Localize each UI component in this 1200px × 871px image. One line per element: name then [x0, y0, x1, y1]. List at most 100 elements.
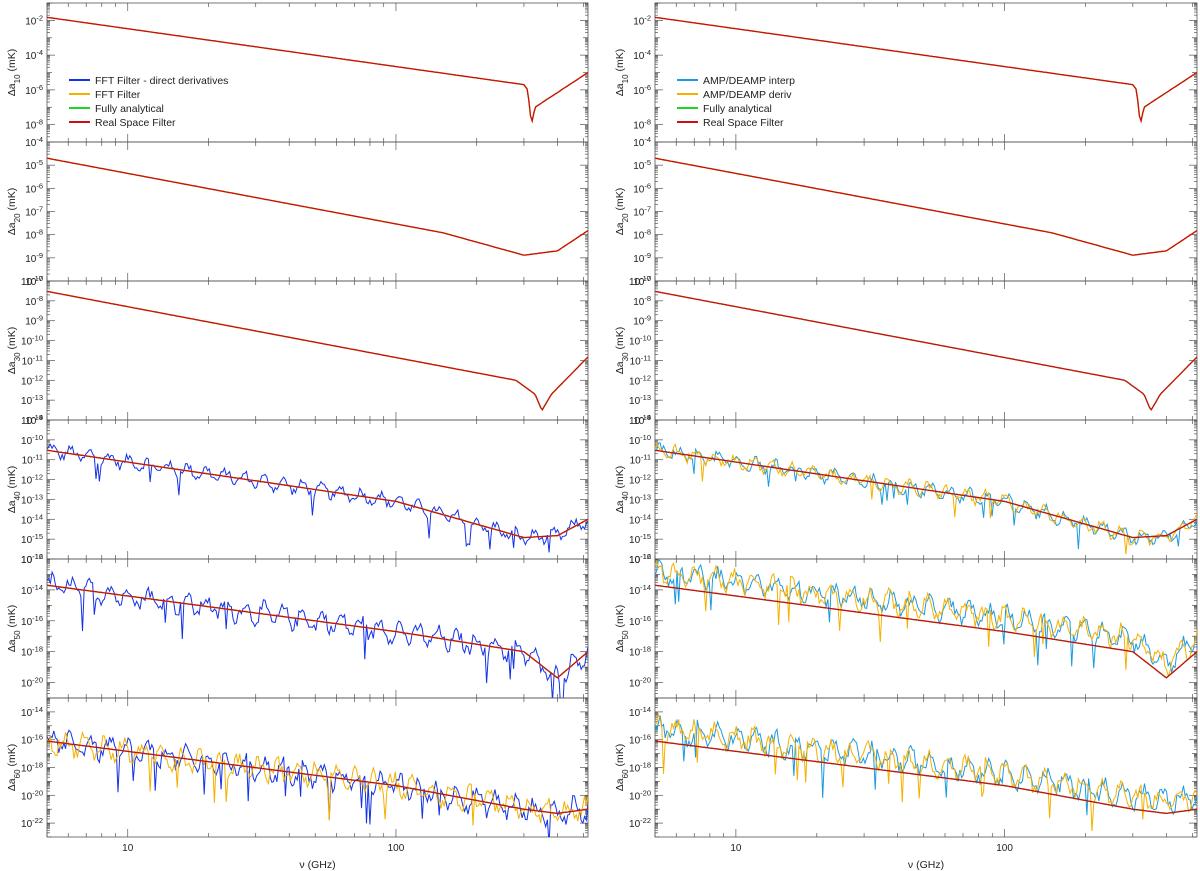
series-group [655, 16, 1197, 124]
y-tick-label: 10-13 [629, 492, 651, 507]
y-tick-label: 10-18 [629, 644, 651, 659]
y-tick-label: 10-16 [629, 613, 651, 628]
y-tick-label: 10-11 [630, 353, 651, 368]
y-tick-label: 10-8 [25, 293, 43, 308]
x-tick-label: 10 [730, 843, 742, 854]
legend-label: AMP/DEAMP deriv [703, 89, 792, 101]
series-line-analytical [47, 584, 588, 679]
y-tick-label: 10-9 [25, 413, 43, 428]
series-line-real_space [655, 290, 1197, 411]
legend-label: FFT Filter - direct derivatives [95, 75, 228, 87]
y-tick-label: 10-4 [633, 135, 651, 150]
panel-left-5: 10-20 10-18 10-16 10-14 10-12 Δa50 (mK) [6, 552, 589, 699]
series-line-fft [47, 290, 588, 411]
y-tick-label: 10-16 [21, 732, 43, 747]
y-tick-label: 10-14 [21, 704, 43, 719]
panel-right-4: 10-16 10-15 10-14 10-13 10-12 10-11 10-10 10-9 Δ… [614, 413, 1198, 566]
panel-frame [654, 141, 1198, 282]
y-tick-label: 10-9 [633, 413, 651, 428]
series-group [655, 712, 1197, 832]
legend-left: FFT Filter - direct derivatives FFT Filte… [69, 75, 228, 129]
y-axis-label: Δa30 (mK) [614, 327, 630, 374]
y-tick-label: 10-13 [629, 393, 651, 408]
chart-right: 10-8 10-6 10-4 10-2 Δa10 (mK) AMP/DEAMP inter… [614, 2, 1198, 871]
panel-left-2: 10-10 10-9 10-8 10-7 10-6 10-5 10-4 Δa20 (mK) [6, 135, 589, 289]
y-tick-label: 10-8 [25, 117, 43, 132]
y-tick-label: 10-7 [633, 274, 651, 289]
series-group [47, 443, 588, 553]
y-tick-label: 10-12 [629, 552, 651, 567]
panel-right-2: 10-10 10-9 10-8 10-7 10-6 10-5 10-4 Δa20 (mK) [614, 135, 1198, 289]
y-tick-label: 10-12 [21, 472, 43, 487]
y-tick-label: 10-5 [633, 158, 651, 173]
y-tick-label: 10-4 [25, 48, 43, 63]
y-tick-label: 10-5 [25, 158, 43, 173]
y-tick-label: 10-10 [629, 432, 651, 447]
series-line-fft [47, 449, 588, 539]
y-tick-label: 10-10 [21, 274, 43, 289]
panel-frame [46, 141, 589, 282]
y-tick-label: 10-12 [21, 552, 43, 567]
y-axis-label: Δa40 (mK) [614, 466, 630, 513]
y-axis-label: Δa10 (mK) [614, 49, 630, 96]
series-group [47, 157, 588, 256]
panel-left-4: 10-16 10-15 10-14 10-13 10-12 10-11 10-10 10-9 Δ… [6, 413, 589, 567]
series-group [47, 16, 588, 124]
y-tick-label: 10-22 [21, 816, 43, 831]
x-tick-label: 10 [122, 843, 134, 854]
x-axis-label: ν (GHz) [908, 859, 944, 871]
series-line-fft [47, 730, 588, 826]
series-group [655, 442, 1197, 555]
y-tick-label: 10-16 [629, 732, 651, 747]
y-tick-label: 10-14 [629, 413, 651, 428]
series-group [47, 729, 588, 837]
series-line-fft_direct [47, 729, 588, 837]
series-group [655, 157, 1197, 256]
y-tick-label: 10-11 [630, 452, 651, 467]
y-axis-label: Δa40 (mK) [6, 466, 22, 513]
series-line-fft_direct [47, 443, 588, 553]
series-line-real_space [47, 449, 588, 539]
series-line-amp_interp [655, 290, 1197, 411]
series-group [655, 559, 1197, 679]
series-line-fft [47, 584, 588, 679]
y-axis-label: Δa60 (mK) [6, 744, 22, 791]
y-tick-label: 10-12 [21, 373, 43, 388]
y-tick-label: 10-7 [25, 204, 43, 219]
y-tick-label: 10-7 [633, 204, 651, 219]
y-axis-label: Δa60 (mK) [614, 744, 630, 791]
y-tick-label: 10-22 [629, 816, 651, 831]
series-group [47, 290, 588, 411]
legend-right: AMP/DEAMP interp AMP/DEAMP deriv Fully ana… [677, 75, 795, 129]
x-axis-label: ν (GHz) [299, 859, 335, 871]
y-tick-label: 10-10 [21, 432, 43, 447]
y-tick-label: 10-13 [21, 492, 43, 507]
series-line-analytical [655, 449, 1197, 539]
y-axis-label: Δa50 (mK) [614, 605, 630, 652]
y-tick-label: 10-14 [21, 582, 43, 597]
y-tick-label: 10-16 [21, 552, 43, 567]
y-tick-label: 10-6 [633, 82, 651, 97]
y-tick-label: 10-15 [21, 532, 43, 547]
series-line-real_space [47, 740, 588, 815]
y-tick-label: 10-20 [629, 675, 651, 690]
y-tick-label: 10-14 [629, 704, 651, 719]
series-line-real_space [655, 740, 1197, 815]
series-line-analytical [655, 157, 1197, 256]
series-line-real_space [655, 157, 1197, 256]
panel-left-1: 10-8 10-6 10-4 10-2 Δa10 (mK) FFT Filter - di… [6, 2, 589, 143]
y-tick-label: 10-4 [25, 135, 43, 150]
y-tick-label: 10-4 [633, 48, 651, 63]
series-line-amp_deriv [655, 712, 1197, 832]
y-tick-label: 10-13 [21, 393, 43, 408]
legend-label: Real Space Filter [703, 117, 784, 129]
series-line-analytical [47, 449, 588, 539]
y-tick-label: 10-14 [629, 582, 651, 597]
panel-left-3: 10-14 10-13 10-12 10-11 10-10 10-9 10-8 10-7 Δa3… [6, 274, 589, 427]
y-tick-label: 10-2 [633, 13, 651, 28]
series-line-real_space [655, 16, 1197, 124]
y-tick-label: 10-10 [629, 274, 651, 289]
series-line-real_space [47, 290, 588, 411]
series-line-real_space [47, 157, 588, 256]
